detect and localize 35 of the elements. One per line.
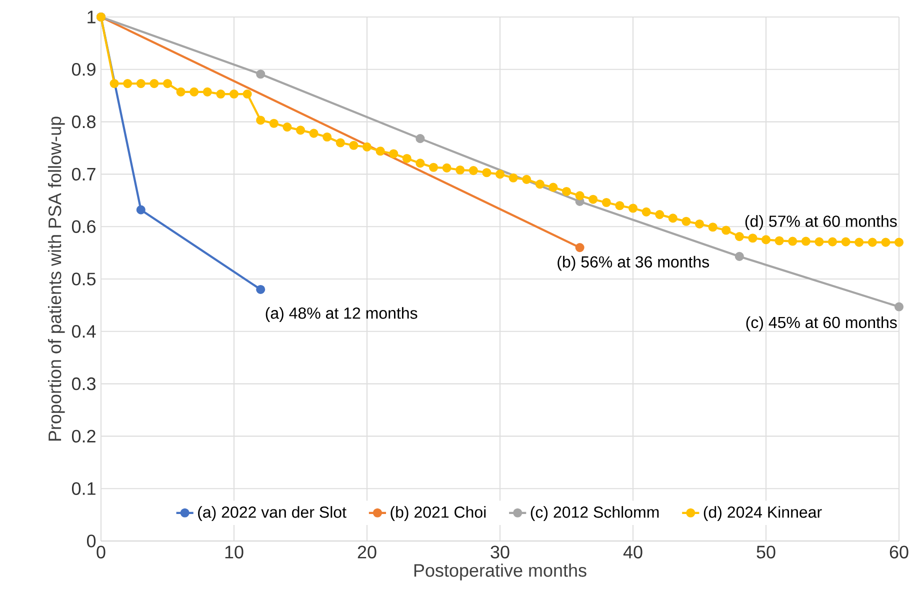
- y-tick-label: 0.8: [72, 115, 96, 128]
- y-tick-label: 0: [86, 534, 96, 548]
- annotation: (a) 48% at 12 months: [266, 307, 418, 322]
- y-tick-label: 0.9: [72, 63, 96, 76]
- x-tick-label: 40: [623, 546, 642, 558]
- y-tick-label: 0.4: [72, 325, 96, 338]
- x-tick-label: 30: [490, 546, 510, 558]
- annotation: (d) 57% at 60 months: [745, 215, 897, 230]
- y-tick-label: 1: [88, 10, 96, 24]
- annotation: (b) 56% at 36 months: [558, 256, 710, 271]
- y-tick-label: 0.7: [72, 168, 96, 181]
- annotation: (c) 45% at 60 months: [746, 316, 897, 332]
- legend-label: (c) 2012 Schlomm: [530, 506, 659, 521]
- point: [894, 302, 904, 312]
- x-tick-label: 60: [890, 546, 908, 558]
- point: [256, 284, 266, 294]
- y-tick-label: 0.2: [72, 430, 96, 443]
- point: [734, 252, 744, 262]
- x-tick-label: 50: [756, 546, 776, 558]
- point: [575, 243, 584, 252]
- y-tick-label: 0.5: [72, 272, 96, 286]
- point: [416, 134, 425, 144]
- point: [256, 70, 266, 79]
- x-tick-label: 20: [358, 546, 376, 558]
- legend-label: (b) 2021 Choi: [390, 506, 486, 521]
- y-tick-label: 0.6: [72, 220, 96, 233]
- legend-label: (a) 2022 van der Slot: [198, 506, 346, 521]
- x-axis-title: Postoperative months: [414, 564, 586, 580]
- y-axis-title: Proportion of patients with PSA follow-up: [48, 116, 65, 441]
- point: [136, 205, 146, 214]
- y-tick-label: 0.3: [72, 377, 96, 390]
- y-tick-label: 0.1: [72, 482, 96, 495]
- x-tick-label: 10: [225, 546, 244, 558]
- x-tick-label: 0: [96, 546, 106, 558]
- legend-label: (d) 2024 Kinnear: [704, 506, 822, 521]
